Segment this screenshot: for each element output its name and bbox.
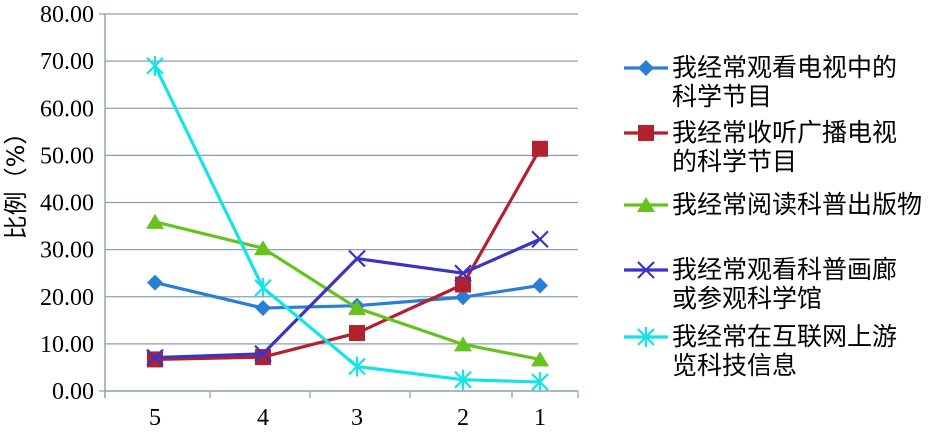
data-point	[531, 351, 549, 367]
series-line	[146, 213, 549, 367]
series-path	[154, 281, 541, 310]
data-point	[638, 60, 654, 76]
x-axis-tick-labels: 5 4 3 2 1	[149, 405, 546, 431]
x-tick-label: 5	[149, 405, 161, 431]
y-tick-label: 50.00	[40, 143, 94, 169]
y-tick-label: 30.00	[40, 238, 94, 264]
data-point	[638, 125, 654, 141]
data-point	[531, 372, 549, 393]
data-point	[348, 356, 366, 377]
legend-label: 我经常阅读科普出版物	[672, 190, 922, 219]
series-path	[154, 220, 541, 361]
gridlines	[105, 13, 578, 345]
series-line	[146, 55, 549, 393]
x-tick-label: 4	[257, 405, 269, 431]
axes	[99, 13, 579, 398]
y-tick-label: 80.00	[40, 2, 94, 28]
legend-label: 我经常在互联网上游	[672, 322, 897, 351]
data-point	[254, 344, 272, 363]
y-axis-label: 比例（%）	[2, 121, 30, 240]
legend-label: 我经常观看电视中的	[672, 53, 897, 82]
y-tick-label: 70.00	[40, 49, 94, 75]
series-line	[147, 274, 548, 317]
y-tick-label: 60.00	[40, 96, 94, 122]
series-path	[154, 147, 542, 362]
legend-label: 科学节目	[672, 82, 772, 111]
x-tick-label: 3	[351, 405, 363, 431]
data-point	[348, 249, 366, 268]
y-tick-label: 20.00	[40, 285, 94, 311]
y-axis-tick-labels: 0.00 10.00 20.00 30.00 40.00 50.00 60.00 70.00 8…	[40, 2, 94, 405]
legend-label: 我经常收听广播电视	[672, 118, 897, 147]
data-point	[348, 300, 366, 316]
series-line	[146, 230, 549, 367]
legend-label: 我经常观看科普画廊	[672, 255, 897, 284]
data-point	[532, 277, 548, 294]
data-point	[147, 351, 163, 368]
data-point	[254, 240, 272, 256]
data-point	[147, 274, 163, 291]
data-point	[532, 140, 548, 157]
data-point	[637, 197, 655, 212]
y-tick-label: 10.00	[40, 332, 94, 358]
data-point	[254, 277, 272, 298]
legend-label: 或参观科学馆	[672, 284, 822, 313]
series-path	[154, 237, 541, 360]
x-tick-label: 2	[457, 405, 469, 431]
data-point	[454, 264, 472, 282]
data-point	[255, 300, 271, 317]
data-point	[255, 349, 271, 366]
legend-label: 览科技信息	[672, 351, 797, 380]
data-point	[454, 369, 472, 390]
legend-item: 我经常阅读科普出版物	[624, 190, 922, 219]
data-point	[455, 289, 471, 306]
data-point	[146, 213, 164, 229]
data-point	[146, 55, 164, 76]
data-point	[637, 261, 655, 279]
legend-label: 的科学节目	[672, 147, 797, 176]
series-lines	[146, 55, 549, 393]
data-point	[455, 276, 471, 293]
data-point	[146, 348, 164, 367]
data-point	[531, 230, 549, 249]
x-tick-label: 1	[534, 405, 546, 431]
data-point	[349, 325, 365, 342]
y-tick-label: 40.00	[40, 191, 94, 217]
y-tick-label: 0.00	[52, 379, 94, 405]
data-point	[637, 327, 655, 347]
legend: 我经常观看电视中的科学节目我经常收听广播电视的科学节目我经常阅读科普出版物我经常…	[624, 53, 922, 380]
data-point	[454, 336, 472, 352]
